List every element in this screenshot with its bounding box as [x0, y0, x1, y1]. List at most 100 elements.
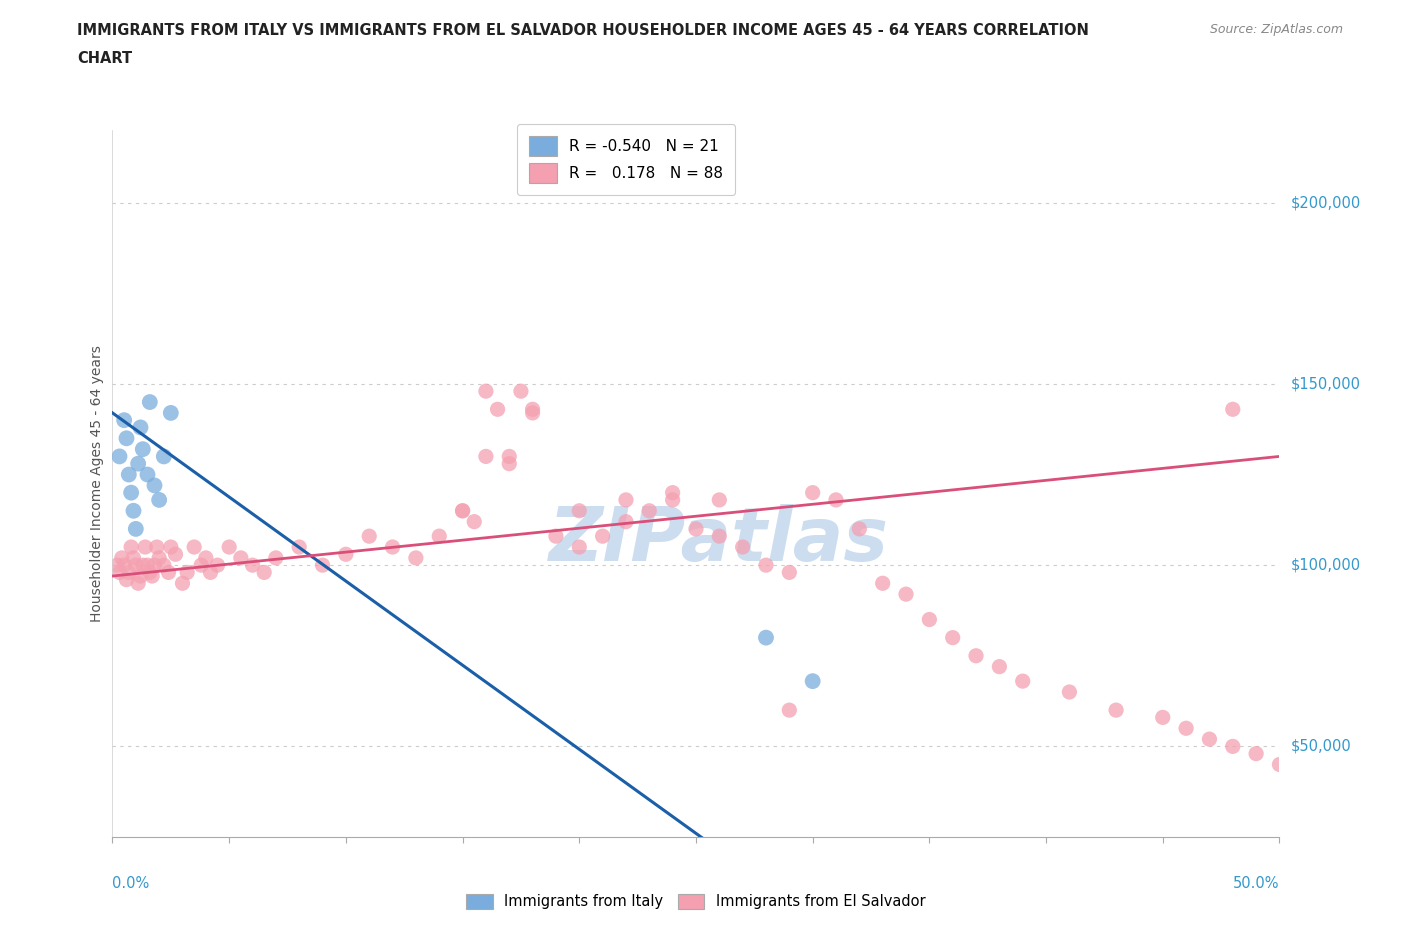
Point	[918, 612, 941, 627]
Point	[381, 539, 404, 554]
Point	[127, 576, 149, 591]
Point	[1175, 721, 1198, 736]
Point	[755, 631, 778, 645]
Point	[709, 529, 731, 544]
Point	[778, 703, 800, 718]
Point	[115, 431, 138, 445]
Point	[143, 478, 166, 493]
Point	[1268, 757, 1291, 772]
Point	[146, 539, 169, 554]
Text: CHART: CHART	[77, 51, 132, 66]
Point	[157, 565, 180, 579]
Point	[778, 565, 800, 579]
Point	[132, 558, 155, 573]
Point	[509, 86, 531, 101]
Point	[200, 565, 222, 579]
Point	[176, 565, 198, 579]
Point	[1011, 673, 1033, 688]
Point	[475, 449, 498, 464]
Point	[229, 551, 252, 565]
Point	[120, 485, 142, 500]
Point	[125, 522, 148, 537]
Point	[837, 920, 859, 930]
Point	[207, 558, 229, 573]
Point	[451, 503, 474, 518]
Point	[731, 539, 754, 554]
Point	[132, 442, 155, 457]
Point	[1059, 684, 1081, 699]
Point	[1105, 703, 1128, 718]
Point	[108, 565, 131, 579]
Point	[965, 648, 987, 663]
Point	[148, 551, 170, 565]
Point	[475, 384, 498, 399]
Point	[522, 405, 544, 420]
Point	[120, 539, 142, 554]
Point	[136, 558, 159, 573]
Point	[288, 539, 311, 554]
Point	[509, 384, 531, 399]
Text: $150,000: $150,000	[1291, 377, 1361, 392]
Point	[825, 493, 848, 508]
Point	[108, 449, 131, 464]
Point	[115, 572, 138, 587]
Point	[335, 547, 357, 562]
Point	[872, 576, 894, 591]
Point	[129, 420, 152, 435]
Point	[661, 485, 683, 500]
Point	[661, 493, 683, 508]
Point	[160, 539, 183, 554]
Legend: Immigrants from Italy, Immigrants from El Salvador: Immigrants from Italy, Immigrants from E…	[461, 888, 931, 915]
Point	[172, 576, 194, 591]
Point	[1152, 710, 1174, 724]
Point	[141, 568, 163, 583]
Point	[122, 503, 145, 518]
Point	[498, 457, 520, 472]
Point	[111, 551, 134, 565]
Point	[139, 565, 162, 579]
Point	[1222, 739, 1244, 754]
Point	[136, 467, 159, 482]
Point	[127, 457, 149, 472]
Point	[638, 503, 661, 518]
Point	[359, 529, 381, 544]
Text: Source: ZipAtlas.com: Source: ZipAtlas.com	[1209, 23, 1343, 36]
Point	[153, 449, 176, 464]
Point	[568, 503, 591, 518]
Text: 0.0%: 0.0%	[112, 876, 149, 891]
Point	[801, 920, 824, 930]
Point	[1222, 402, 1244, 417]
Point	[264, 551, 287, 565]
Point	[486, 402, 509, 417]
Point	[1244, 746, 1267, 761]
Point	[122, 551, 145, 565]
Point	[801, 673, 824, 688]
Point	[105, 558, 128, 573]
Legend: R = -0.540   N = 21, R =   0.178   N = 88: R = -0.540 N = 21, R = 0.178 N = 88	[517, 124, 735, 195]
Point	[685, 522, 707, 537]
Point	[405, 551, 427, 565]
Point	[498, 449, 520, 464]
Point	[112, 413, 135, 428]
Point	[118, 467, 141, 482]
Point	[165, 547, 187, 562]
Point	[592, 529, 614, 544]
Text: 50.0%: 50.0%	[1233, 876, 1279, 891]
Point	[148, 493, 170, 508]
Point	[1198, 732, 1220, 747]
Point	[544, 529, 567, 544]
Point	[160, 405, 183, 420]
Point	[614, 493, 637, 508]
Point	[134, 539, 156, 554]
Point	[614, 514, 637, 529]
Point	[568, 539, 591, 554]
Text: $50,000: $50,000	[1291, 738, 1351, 754]
Point	[139, 394, 162, 409]
Y-axis label: Householder Income Ages 45 - 64 years: Householder Income Ages 45 - 64 years	[90, 345, 104, 622]
Point	[755, 558, 778, 573]
Point	[143, 558, 166, 573]
Point	[894, 587, 917, 602]
Point	[253, 565, 276, 579]
Point	[190, 558, 212, 573]
Text: $200,000: $200,000	[1291, 195, 1361, 210]
